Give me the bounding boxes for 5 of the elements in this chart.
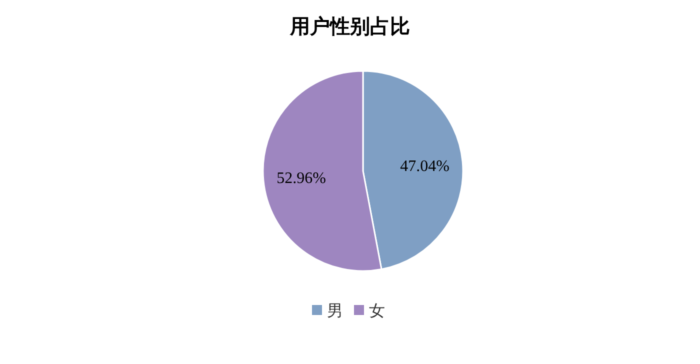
legend-label: 男: [327, 303, 343, 320]
chart-title: 用户性别占比: [289, 15, 410, 38]
legend-label: 女: [369, 303, 385, 320]
data-label: 52.96%: [276, 170, 326, 187]
data-label: 47.04%: [400, 158, 450, 176]
